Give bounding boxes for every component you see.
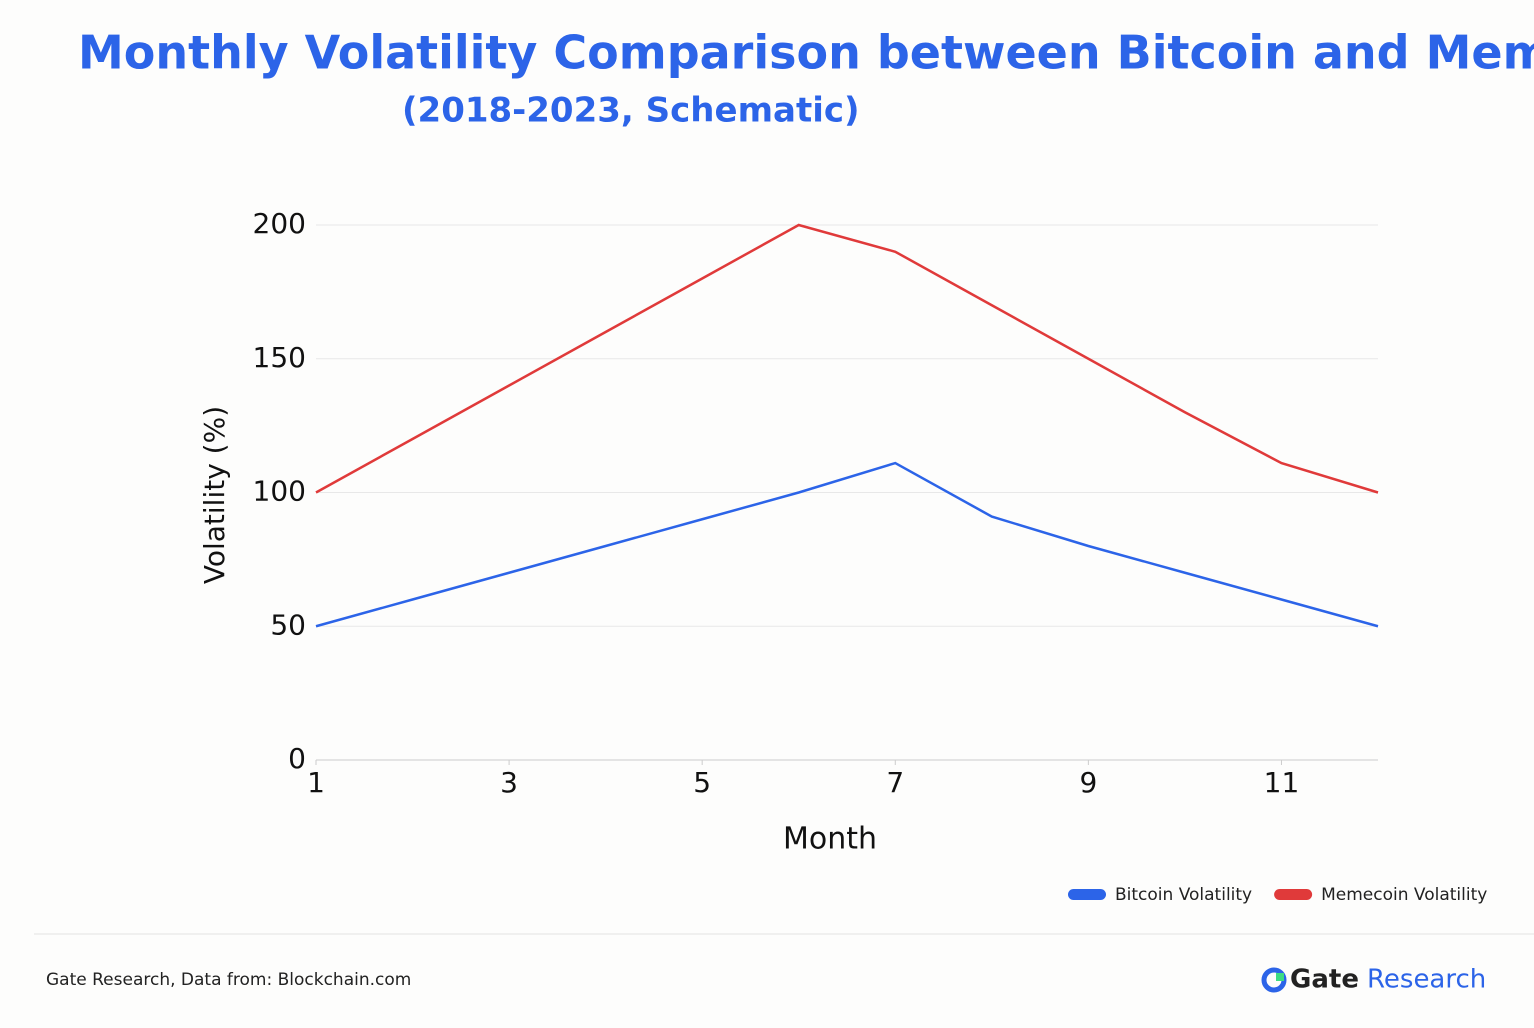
x-tick-label: 1: [307, 766, 325, 799]
chart-subtitle: (2018-2023, Schematic): [402, 91, 860, 131]
x-tick-label: 7: [886, 766, 904, 799]
y-tick-label: 0: [288, 742, 306, 775]
legend-swatch: [1274, 889, 1313, 900]
brand-logo-dot: [1276, 973, 1284, 981]
series-line: [315, 461, 1379, 628]
y-tick-label: 200: [253, 207, 306, 240]
y-tick-label: 100: [253, 475, 306, 508]
legend-label: Bitcoin Volatility: [1115, 885, 1252, 905]
x-tick-label: 9: [1079, 766, 1097, 799]
legend-label: Memecoin Volatility: [1321, 885, 1487, 905]
y-tick-label: 150: [253, 341, 306, 374]
chart-title: Monthly Volatility Comparison between Bi…: [78, 26, 1534, 80]
series-line: [315, 223, 1379, 494]
y-tick-label: 50: [270, 608, 306, 641]
legend-swatch: [1068, 889, 1106, 900]
x-tick-label: 11: [1264, 766, 1300, 799]
x-tick-label: 3: [500, 766, 518, 799]
x-axis-label: Month: [783, 822, 877, 857]
y-axis-label: Volatility (%): [198, 406, 231, 584]
brand-suffix: Research: [1367, 965, 1486, 995]
x-tick-label: 5: [693, 766, 711, 799]
source-note: Gate Research, Data from: Blockchain.com: [46, 970, 411, 990]
brand-name: Gate: [1290, 965, 1359, 995]
